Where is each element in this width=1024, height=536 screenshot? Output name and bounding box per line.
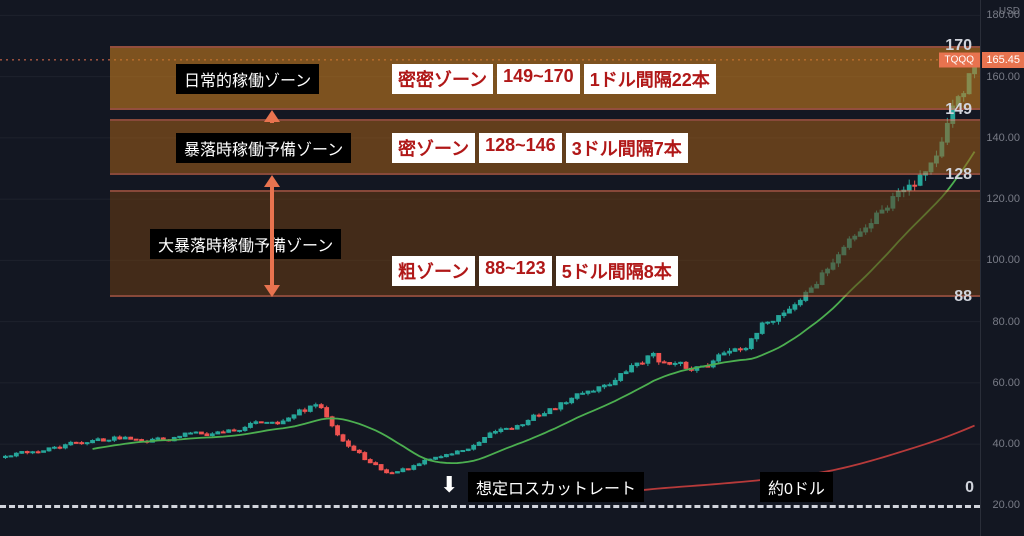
zone-edge-bot: 128 (945, 166, 972, 184)
y-tick-label: 100.00 (986, 254, 1020, 266)
zone-arrow (264, 110, 280, 123)
zone-left-label: 暴落時稼働予備ゾーン (176, 133, 351, 163)
y-tick-label: 60.00 (992, 377, 1020, 389)
losscut-value-label: 約0ドル (760, 472, 833, 502)
zone-name: 粗ゾーン (392, 256, 475, 286)
zone-range: 149~170 (497, 64, 580, 94)
zone-interval: 1ドル間隔22本 (584, 64, 716, 94)
chart-plot-area[interactable]: 日常的稼働ゾーン 密密ゾーン149~1701ドル間隔22本暴落時稼働予備ゾーン 密ゾ… (0, 0, 980, 536)
losscut-line (0, 505, 980, 508)
zone-info: 密ゾーン128~1463ドル間隔7本 (392, 133, 688, 163)
last-price-tag: 165.45 (982, 52, 1024, 68)
y-tick-label: 120.00 (986, 193, 1020, 205)
zone-left-label: 大暴落時稼働予備ゾーン (150, 229, 341, 259)
zone-edge-bot: 88 (954, 288, 972, 306)
zone-interval: 5ドル間隔8本 (556, 256, 678, 286)
zone-range: 88~123 (479, 256, 552, 286)
y-tick-label: 160.00 (986, 71, 1020, 83)
zone-left-label: 日常的稼働ゾーン (176, 64, 319, 94)
zone-arrow (264, 175, 280, 298)
zone-interval: 3ドル間隔7本 (566, 133, 688, 163)
y-tick-label: 40.00 (992, 438, 1020, 450)
zone-name: 密密ゾーン (392, 64, 493, 94)
zone-edge-bot: 149 (945, 101, 972, 119)
y-axis: USD 180.00160.00140.00120.00100.0080.006… (980, 0, 1024, 536)
zone-name: 密ゾーン (392, 133, 475, 163)
zone-info: 密密ゾーン149~1701ドル間隔22本 (392, 64, 716, 94)
y-tick-label: 140.00 (986, 132, 1020, 144)
losscut-zero-label: 0 (965, 479, 974, 497)
losscut-arrow-icon: ⬇ (440, 472, 458, 498)
ticker-symbol-tag[interactable]: TQQQ (939, 52, 980, 67)
y-tick-label: 180.00 (986, 9, 1020, 21)
zone-range: 128~146 (479, 133, 562, 163)
zone-info: 粗ゾーン88~1235ドル間隔8本 (392, 256, 678, 286)
losscut-label: 想定ロスカットレート (468, 472, 644, 502)
y-tick-label: 80.00 (992, 316, 1020, 328)
y-tick-label: 20.00 (992, 499, 1020, 511)
